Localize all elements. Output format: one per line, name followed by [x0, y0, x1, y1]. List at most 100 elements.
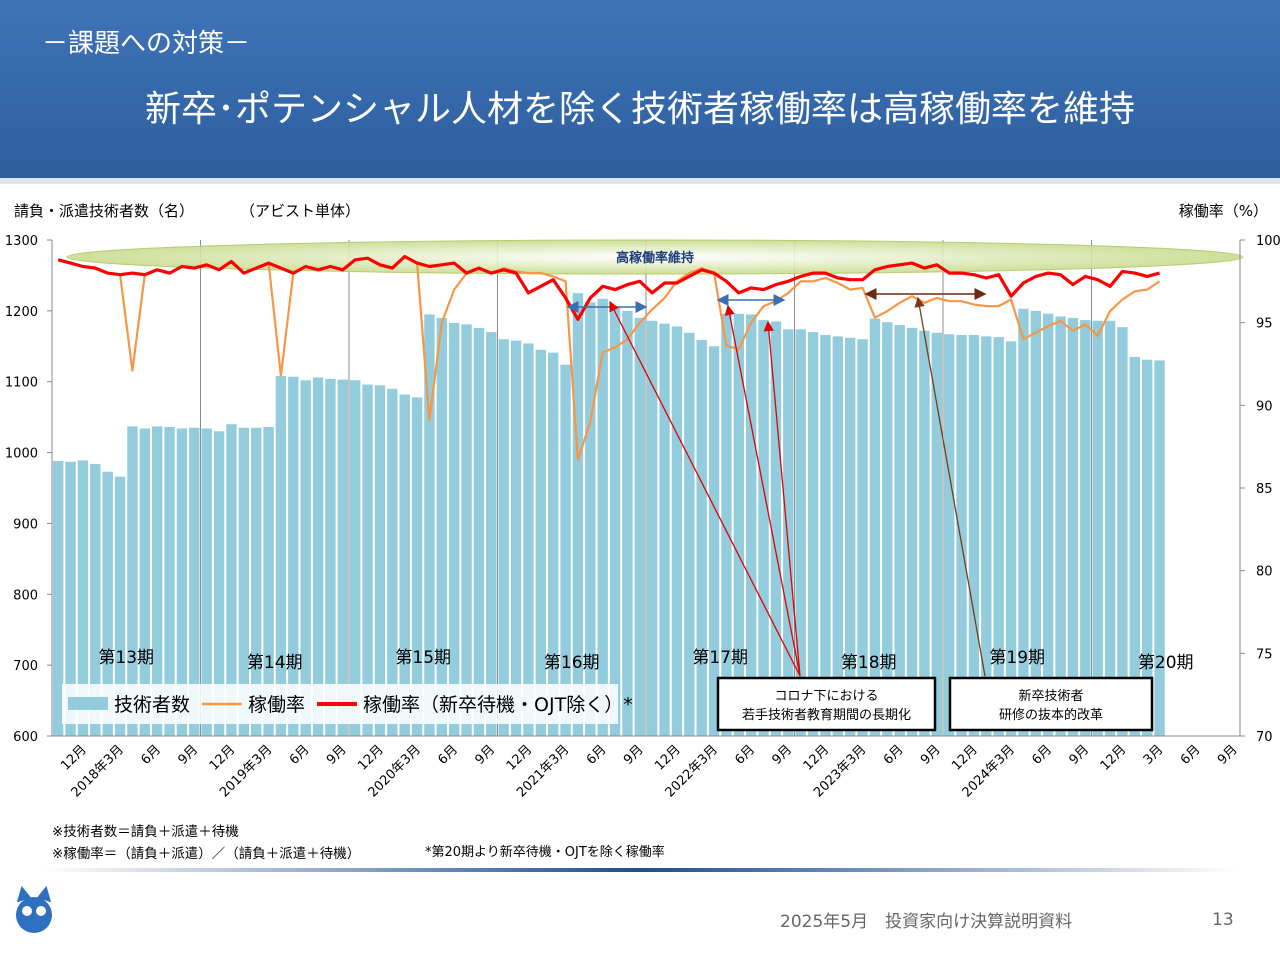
page-number: 13 — [1212, 910, 1234, 930]
y2-axis-title: 稼働率（%） — [1179, 202, 1268, 220]
section-label: －課題への対策－ — [42, 29, 250, 59]
y2-tick-label: 70 — [1256, 730, 1273, 745]
highlight-label: 高稼働率維持 — [616, 250, 694, 266]
bar — [1005, 341, 1017, 736]
x-tick-label: 9月 — [175, 742, 201, 768]
x-tick-label: 6月 — [584, 742, 610, 768]
bar — [387, 388, 398, 736]
bar — [1030, 310, 1042, 736]
x-tick-label: 6月 — [138, 742, 164, 768]
bar — [882, 322, 893, 736]
bar — [795, 329, 806, 736]
legend-swatch — [68, 697, 108, 710]
bar — [634, 317, 646, 736]
period-label: 第13期 — [98, 648, 154, 668]
bar — [288, 376, 299, 736]
note: ※技術者数＝請負＋派遣＋待機 — [52, 824, 239, 840]
bar — [226, 424, 237, 736]
x-tick-label: 9月 — [918, 742, 944, 768]
bar — [164, 427, 175, 736]
y2-tick-label: 90 — [1256, 399, 1273, 414]
bar — [374, 385, 386, 736]
x-tick-label: 9月 — [1066, 742, 1092, 768]
bar — [312, 377, 324, 736]
bar — [807, 332, 819, 736]
bar — [1141, 359, 1153, 736]
bar — [758, 320, 769, 736]
bar — [993, 337, 1004, 736]
bar — [151, 426, 163, 736]
bar — [535, 349, 547, 736]
bar — [1042, 313, 1054, 736]
callout-text: 新卒技術者 — [1018, 688, 1083, 704]
bar — [721, 313, 732, 736]
period-label: 第18期 — [841, 653, 897, 673]
footer-text: 2025年5月 投資家向け決算説明資料 — [780, 912, 1072, 932]
x-tick-label: 6月 — [287, 742, 313, 768]
bar — [981, 336, 992, 736]
bar — [436, 317, 448, 736]
bar — [585, 302, 596, 736]
bar — [523, 343, 534, 736]
y-axis-title: 請負・派遣技術者数（名） — [14, 202, 194, 220]
bar — [783, 329, 794, 736]
bar — [127, 426, 138, 736]
x-tick-label: 9月 — [324, 742, 350, 768]
header-band — [0, 0, 1280, 178]
bar — [77, 460, 89, 736]
y-tick-label: 1100 — [5, 376, 38, 391]
bar — [461, 324, 472, 736]
period-label: 第15期 — [395, 648, 451, 668]
note: *第20期より新卒待機・OJTを除く稼働率 — [425, 844, 665, 860]
bar — [411, 397, 423, 736]
x-tick-label: 3月 — [1141, 742, 1167, 768]
bar — [486, 332, 497, 736]
y-tick-label: 1200 — [5, 305, 38, 320]
legend-label: 稼働率（新卒待機・OJT除く）* — [363, 694, 633, 716]
callout-arrow — [724, 304, 801, 677]
period-label: 第14期 — [247, 653, 303, 673]
period-label: 第19期 — [989, 648, 1045, 668]
x-tick-label: 12月 — [652, 742, 683, 773]
bar — [1055, 316, 1066, 736]
bar — [696, 339, 707, 736]
bar — [213, 431, 225, 736]
line-series — [57, 254, 1161, 321]
x-tick-label: 9月 — [1215, 742, 1241, 768]
bar — [708, 346, 720, 736]
bar — [139, 428, 151, 736]
x-tick-label: 9月 — [621, 742, 647, 768]
x-tick-label: 9月 — [472, 742, 498, 768]
bar — [337, 379, 349, 736]
x-tick-label: 12月 — [949, 742, 980, 773]
y-tick-label: 600 — [13, 730, 38, 745]
bar — [1067, 317, 1079, 736]
x-tick-label: 6月 — [732, 742, 758, 768]
x-tick-label: 12月 — [801, 742, 832, 773]
bar — [684, 332, 695, 736]
bar — [844, 337, 856, 736]
footer-rule — [40, 868, 1240, 872]
note: ※稼働率＝（請負＋派遣）／（請負＋派遣＋待機） — [52, 845, 360, 862]
bar — [1018, 308, 1029, 736]
bar — [919, 330, 930, 736]
bar — [250, 427, 262, 736]
bar — [943, 334, 955, 736]
callout-arrow — [609, 300, 801, 677]
bar — [362, 384, 373, 736]
y-tick-label: 700 — [13, 659, 38, 674]
bar — [832, 336, 844, 736]
bar — [671, 326, 683, 736]
bar — [263, 427, 274, 736]
bar — [1104, 320, 1116, 736]
header-shadow — [0, 178, 1280, 184]
x-tick-label: 6月 — [435, 742, 461, 768]
logo — [16, 885, 52, 933]
bar — [65, 461, 76, 736]
bar — [646, 320, 658, 736]
x-tick-label: 6月 — [1029, 742, 1055, 768]
y-tick-label: 1300 — [5, 234, 38, 249]
bar — [349, 380, 361, 736]
period-label: 第20期 — [1138, 653, 1194, 673]
legend-label: 技術者数 — [114, 694, 190, 716]
